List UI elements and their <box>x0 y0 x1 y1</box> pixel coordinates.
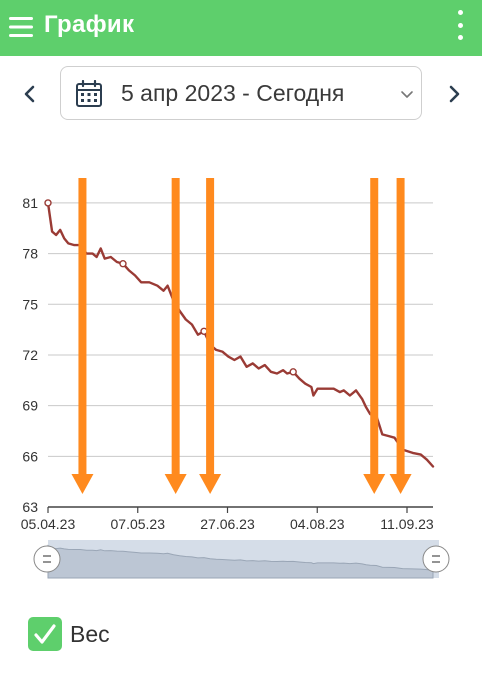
chevron-down-icon <box>401 91 413 98</box>
data-marker[interactable] <box>44 199 52 207</box>
legend-label: Вес <box>70 620 110 647</box>
checkmark-icon <box>34 624 56 644</box>
y-tick-label: 63 <box>22 499 38 515</box>
data-marker[interactable] <box>119 260 127 268</box>
annotation-arrowhead <box>71 474 94 494</box>
annotation-arrowhead <box>164 474 187 494</box>
period-label: 5 апр 2023 - Сегодня <box>121 80 345 106</box>
annotation-arrowhead <box>199 474 222 494</box>
legend-checkbox[interactable] <box>28 617 62 651</box>
series-line-weight <box>46 201 435 468</box>
annotation-arrowhead <box>389 474 412 494</box>
y-tick-label: 66 <box>22 448 38 464</box>
chevron-left-icon[interactable] <box>16 80 44 108</box>
y-tick-label: 69 <box>22 398 38 414</box>
x-tick-label: 27.06.23 <box>200 516 255 532</box>
hamburger-menu-icon[interactable] <box>8 14 34 40</box>
range-selector-preview <box>47 544 434 579</box>
y-tick-label: 78 <box>22 246 38 262</box>
range-handle-right[interactable] <box>422 545 450 573</box>
x-tick-label: 04.08.23 <box>290 516 345 532</box>
y-tick-label: 81 <box>22 195 38 211</box>
calendar-icon <box>76 80 102 107</box>
chevron-right-icon[interactable] <box>440 80 468 108</box>
more-vert-icon[interactable] <box>454 10 466 40</box>
data-marker[interactable] <box>289 368 297 376</box>
x-tick-label: 05.04.23 <box>21 516 76 532</box>
x-tick-label: 11.09.23 <box>380 516 434 532</box>
y-tick-label: 72 <box>22 347 38 363</box>
y-tick-label: 75 <box>22 296 38 312</box>
x-tick-label: 07.05.23 <box>111 516 166 532</box>
annotation-arrowhead <box>363 474 386 494</box>
app-bar: График <box>0 0 482 56</box>
weight-chart[interactable]: 63 66 69 72 75 78 81 05.04.23 07.05.23 27.06.23 04… <box>0 150 482 580</box>
range-handle-left[interactable] <box>33 545 61 573</box>
period-selector[interactable]: 5 апр 2023 - Сегодня <box>60 66 422 120</box>
page-title: График <box>44 11 135 38</box>
legend-item-weight[interactable]: Вес <box>28 616 110 652</box>
